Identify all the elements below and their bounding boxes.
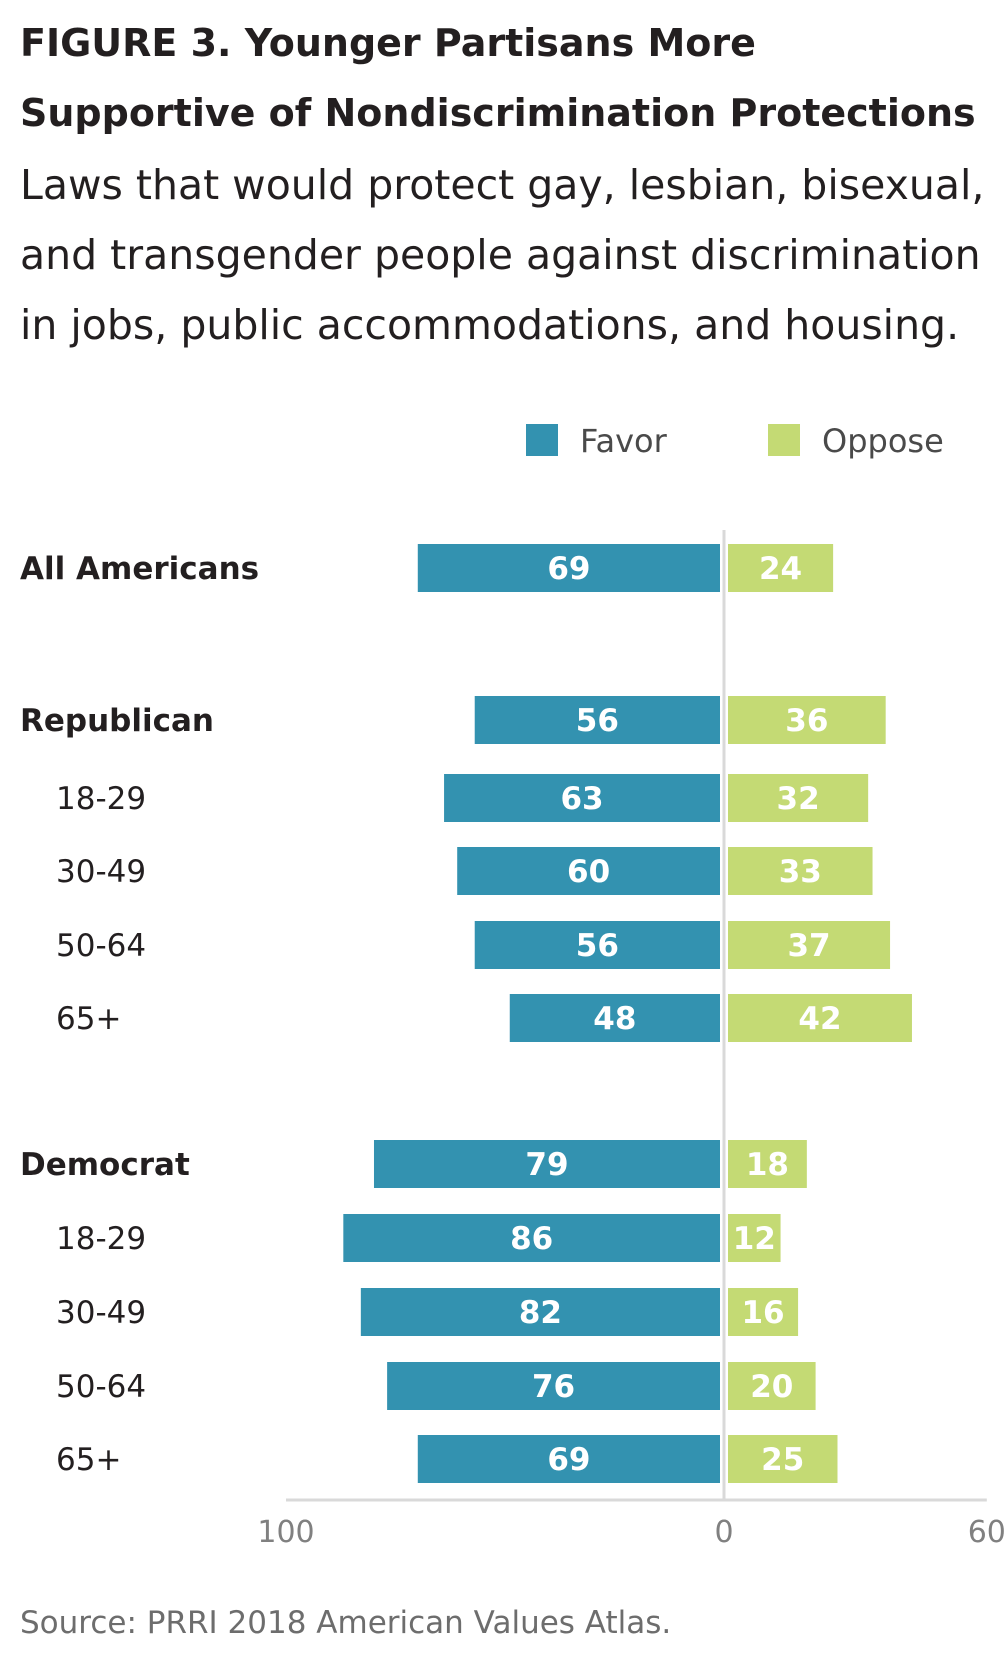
source-note: Source: PRRI 2018 American Values Atlas. xyxy=(20,1605,672,1641)
bar-favor xyxy=(417,1435,720,1483)
bar-label-favor: 79 xyxy=(525,1147,568,1183)
x-tick-label: 60 xyxy=(968,1515,1006,1550)
category-label: 50-64 xyxy=(56,1369,146,1405)
legend-swatch-oppose xyxy=(768,424,800,456)
chart-row: Democrat 79 18 xyxy=(20,1140,807,1188)
bar-label-oppose: 20 xyxy=(750,1369,793,1405)
x-axis-ticks: 100 0 60 xyxy=(257,1515,1006,1550)
chart-row: All Americans 69 24 xyxy=(20,544,834,592)
category-label: 65+ xyxy=(56,1442,121,1478)
chart-rows: All Americans 69 24 Republican 56 36 18-29 63 32… xyxy=(20,544,912,1483)
category-label: 65+ xyxy=(56,1001,121,1037)
bar-label-favor: 76 xyxy=(532,1369,575,1405)
chart-row: 50-64 76 20 xyxy=(56,1362,816,1410)
bar-oppose xyxy=(728,1214,781,1262)
bar-oppose xyxy=(728,1435,838,1483)
bar-label-favor: 48 xyxy=(593,1001,636,1037)
category-label: All Americans xyxy=(20,551,259,587)
bar-favor xyxy=(457,847,720,895)
bar-label-favor: 63 xyxy=(560,781,603,817)
chart-row: 18-29 86 12 xyxy=(56,1214,781,1262)
bar-label-oppose: 32 xyxy=(777,781,820,817)
bar-favor xyxy=(444,774,720,822)
category-label: 30-49 xyxy=(56,854,146,890)
category-label: 50-64 xyxy=(56,928,146,964)
bar-favor xyxy=(509,994,720,1042)
category-label: 18-29 xyxy=(56,1221,146,1257)
bar-label-oppose: 42 xyxy=(798,1001,841,1037)
bar-oppose xyxy=(728,1140,807,1188)
chart-row: 65+ 69 25 xyxy=(56,1435,838,1483)
bar-label-oppose: 36 xyxy=(785,703,828,739)
bar-oppose xyxy=(728,847,873,895)
chart-row: 30-49 60 33 xyxy=(56,847,873,895)
category-label: 30-49 xyxy=(56,1295,146,1331)
bar-favor xyxy=(373,1140,720,1188)
chart-row: Republican 56 36 xyxy=(20,696,886,744)
category-label: 18-29 xyxy=(56,781,146,817)
x-tick-label: 100 xyxy=(257,1515,314,1550)
chart-row: 18-29 63 32 xyxy=(56,774,869,822)
bar-oppose xyxy=(728,544,834,592)
bar-favor xyxy=(387,1362,720,1410)
bar-label-favor: 86 xyxy=(510,1221,553,1257)
chart-row: 65+ 48 42 xyxy=(56,994,912,1042)
bar-favor xyxy=(417,544,720,592)
bar-label-favor: 56 xyxy=(576,928,619,964)
chart-title: FIGURE 3. Younger Partisans More Support… xyxy=(20,21,976,135)
category-label: Republican xyxy=(20,703,214,739)
bar-label-oppose: 16 xyxy=(741,1295,784,1331)
legend-swatch-favor xyxy=(526,424,558,456)
bar-oppose xyxy=(728,994,912,1042)
bar-label-favor: 56 xyxy=(576,703,619,739)
bar-label-oppose: 18 xyxy=(746,1147,789,1183)
bar-oppose xyxy=(728,696,886,744)
bar-favor xyxy=(360,1288,720,1336)
chart-plot: Favor Oppose All Americans 69 24 Republican… xyxy=(20,422,1006,1550)
bar-label-favor: 82 xyxy=(519,1295,562,1331)
chart-subtitle: Laws that would protect gay, lesbian, bi… xyxy=(20,161,985,349)
legend: Favor Oppose xyxy=(526,422,944,460)
legend-label-favor: Favor xyxy=(580,422,668,460)
bar-label-oppose: 37 xyxy=(787,928,830,964)
bar-oppose xyxy=(728,921,891,969)
bar-label-oppose: 12 xyxy=(733,1221,776,1257)
bar-favor xyxy=(474,921,720,969)
chart-row: 30-49 82 16 xyxy=(56,1288,799,1336)
category-label: Democrat xyxy=(20,1147,190,1183)
bar-label-oppose: 33 xyxy=(779,854,822,890)
bar-oppose xyxy=(728,1362,816,1410)
x-tick-label: 0 xyxy=(714,1515,733,1550)
bar-label-favor: 69 xyxy=(547,551,590,587)
bar-oppose xyxy=(728,1288,799,1336)
bar-label-favor: 69 xyxy=(547,1442,590,1478)
bar-label-oppose: 24 xyxy=(759,551,802,587)
bar-favor xyxy=(474,696,720,744)
bar-favor xyxy=(343,1214,720,1262)
bar-label-favor: 60 xyxy=(567,854,610,890)
bar-label-oppose: 25 xyxy=(761,1442,804,1478)
bar-oppose xyxy=(728,774,869,822)
chart-row: 50-64 56 37 xyxy=(56,921,891,969)
legend-label-oppose: Oppose xyxy=(822,422,944,460)
